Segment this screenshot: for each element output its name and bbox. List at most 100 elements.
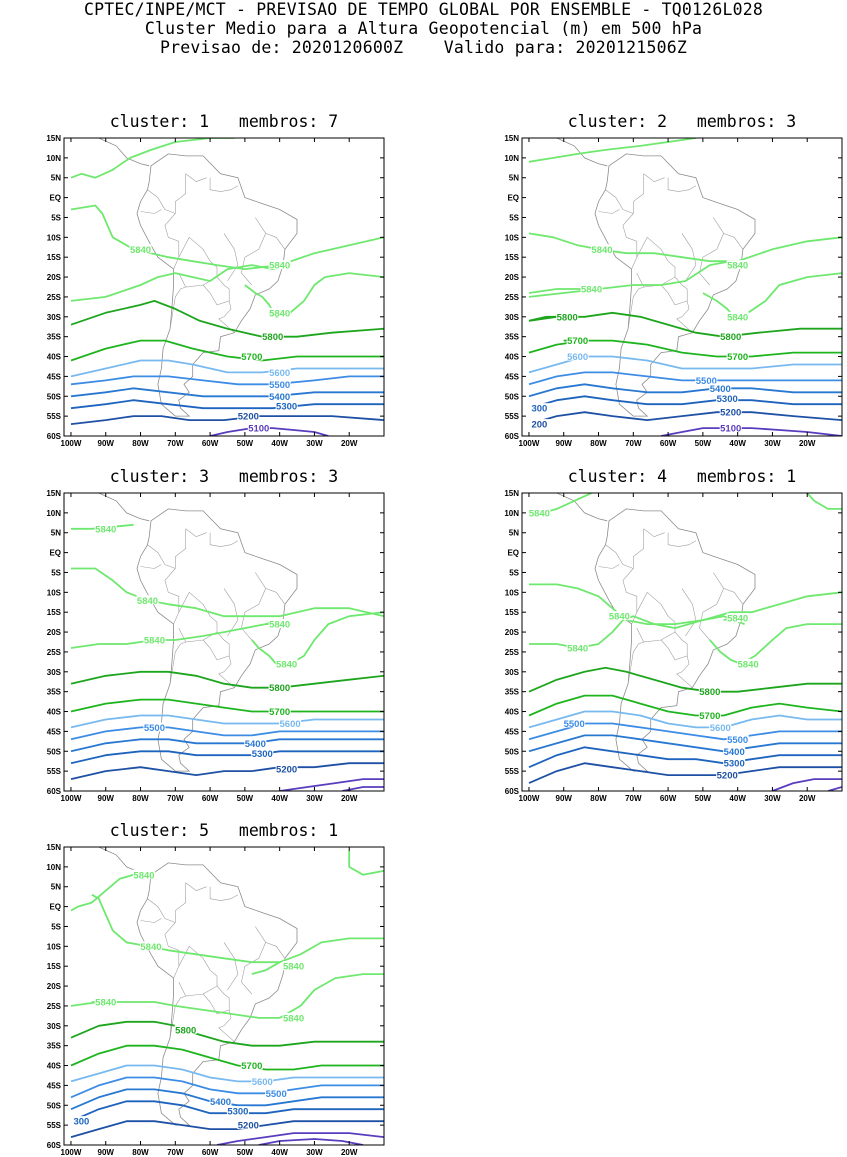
lat-tick-label: 40S xyxy=(505,353,520,362)
contour-5840 xyxy=(529,583,842,625)
contour-label-5300: 300 xyxy=(531,404,547,415)
lat-tick-label: 20S xyxy=(47,273,62,282)
map-frame xyxy=(63,492,385,792)
lat-tick-label: 20S xyxy=(47,628,62,637)
lat-tick-label: EQ xyxy=(49,903,61,912)
contour-label-bg xyxy=(268,379,291,389)
panel-title: cluster: 5 membros: 1 xyxy=(109,821,339,840)
country-border xyxy=(209,177,239,192)
lat-tick-label: 35S xyxy=(47,688,62,697)
lon-tick-label: 40W xyxy=(271,1148,288,1157)
lat-tick-label: EQ xyxy=(507,549,519,558)
contour-label-bg xyxy=(608,611,631,621)
lon-tick-label: 80W xyxy=(132,1148,149,1157)
panel-title: cluster: 2 membros: 3 xyxy=(567,112,797,131)
lon-tick-label: 90W xyxy=(556,794,573,803)
country-border xyxy=(147,544,176,569)
contour-label-5600: 5600 xyxy=(710,723,731,734)
country-border xyxy=(643,173,665,183)
lon-tick-label: 100W xyxy=(61,439,82,448)
lat-tick-label: 30S xyxy=(47,668,62,677)
lon-tick-label: 20W xyxy=(799,794,816,803)
country-border xyxy=(140,209,162,214)
lat-tick-label: 30S xyxy=(505,313,520,322)
lat-tick-label: 45S xyxy=(47,727,62,736)
contour-label-5300: 300 xyxy=(73,1117,89,1128)
contour-label-5840: 5840 xyxy=(581,284,602,295)
contour-label-5700: 5700 xyxy=(567,336,588,347)
country-border xyxy=(265,942,286,959)
contour-5500 xyxy=(70,726,384,741)
contour-label-bg xyxy=(94,523,117,533)
lat-tick-label: 5S xyxy=(509,568,519,577)
country-border xyxy=(676,300,693,333)
country-border xyxy=(643,528,665,538)
lat-tick-label: 60S xyxy=(505,787,520,796)
contour-label-bg xyxy=(268,307,291,317)
lon-tick-label: 100W xyxy=(519,439,540,448)
contour-label-5840: 5840 xyxy=(133,870,154,881)
country-border xyxy=(218,655,235,688)
map-frame xyxy=(521,137,843,437)
contour-label-bg xyxy=(591,244,613,254)
contour-label-5700: 5700 xyxy=(727,352,748,363)
contour-label-bg xyxy=(719,407,742,417)
coastline-island xyxy=(120,843,127,845)
contour-label-bg xyxy=(726,351,749,361)
contour-label-bg xyxy=(709,383,732,393)
country-border xyxy=(140,564,162,569)
contour-label-5400: 5400 xyxy=(210,1097,231,1108)
contour-label-5200: 200 xyxy=(531,420,547,431)
contour-label-bg xyxy=(726,260,749,270)
contour-5700 xyxy=(70,1044,384,1071)
coastline-south-america xyxy=(136,508,298,772)
contour-label-bg xyxy=(556,311,579,321)
contour-5300 xyxy=(70,750,384,765)
contour-label-5700: 5700 xyxy=(241,352,262,363)
lon-tick-label: 60W xyxy=(660,794,677,803)
lat-tick-label: 15S xyxy=(47,253,62,262)
contour-label-5840: 5840 xyxy=(727,261,748,272)
contour-label-5840: 5840 xyxy=(738,659,759,670)
country-border xyxy=(147,189,176,214)
country-border xyxy=(241,926,267,995)
contour-label-5800: 5800 xyxy=(262,332,283,343)
contour-label-bg xyxy=(268,367,291,377)
lon-tick-label: 80W xyxy=(590,794,607,803)
contour-5100 xyxy=(772,778,842,791)
coastline-island xyxy=(578,489,585,491)
country-border xyxy=(627,641,644,684)
lon-tick-label: 20W xyxy=(341,1148,358,1157)
header-line-1: CPTEC/INPE/MCT - PREVISAO DE TEMPO GLOBA… xyxy=(84,0,763,19)
country-border xyxy=(667,177,697,192)
contour-label-5600: 5600 xyxy=(252,1077,273,1088)
lat-tick-label: 5N xyxy=(51,529,61,538)
country-border xyxy=(209,886,239,901)
contour-label-5840: 5840 xyxy=(591,245,612,256)
contour-label-bg xyxy=(282,1012,305,1022)
lat-tick-label: 40S xyxy=(47,708,62,717)
contour-label-5840: 5840 xyxy=(144,636,165,647)
contour-label-bg xyxy=(268,391,291,401)
contour-label-bg xyxy=(136,595,159,605)
lat-tick-label: 45S xyxy=(47,1081,62,1090)
country-border xyxy=(185,882,207,892)
contour-label-bg xyxy=(719,331,742,341)
lon-tick-label: 100W xyxy=(519,794,540,803)
contour-label-5840: 5840 xyxy=(529,508,550,519)
contour-label-bg xyxy=(563,718,586,728)
panel-title: cluster: 1 membros: 7 xyxy=(109,112,339,131)
contour-label-bg xyxy=(240,1060,263,1070)
contour-label-bg xyxy=(737,658,760,668)
contour-label-bg xyxy=(580,283,603,293)
contour-label-5600: 5600 xyxy=(280,719,301,730)
lat-tick-label: 55S xyxy=(47,1121,62,1130)
contour-5800 xyxy=(528,666,842,693)
contour-label-bg xyxy=(698,710,721,720)
lat-tick-label: 10N xyxy=(46,509,61,518)
contour-label-5800: 5800 xyxy=(175,1025,196,1036)
lat-tick-label: EQ xyxy=(49,549,61,558)
country-border xyxy=(169,641,186,684)
